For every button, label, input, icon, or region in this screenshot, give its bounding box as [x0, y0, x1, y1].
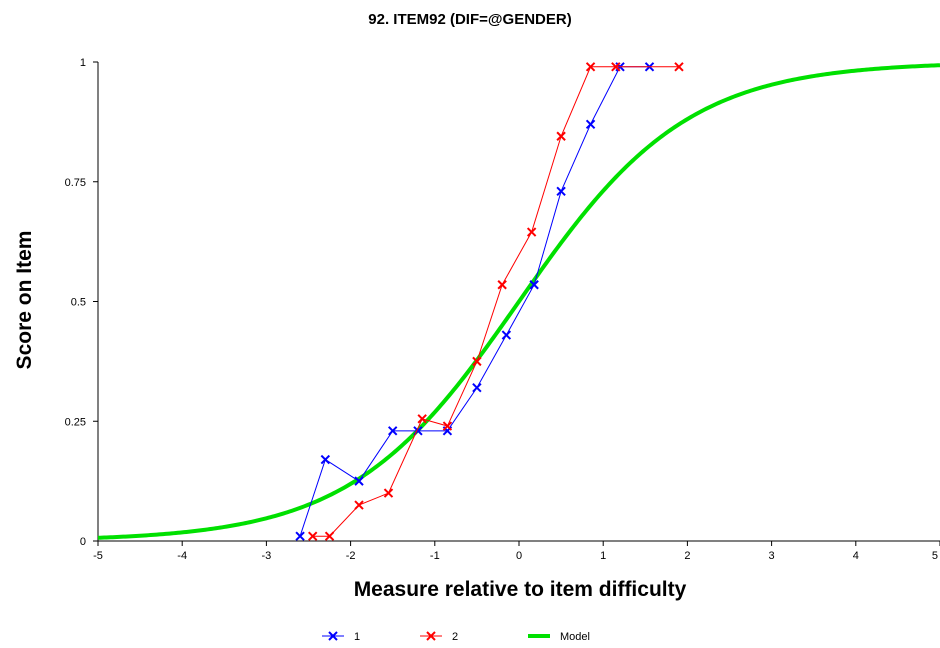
x-tick-label: -4 — [177, 550, 187, 562]
x-tick-label: 3 — [769, 550, 775, 562]
y-tick-label: 0.5 — [71, 297, 86, 309]
legend-label: 1 — [354, 631, 360, 643]
series-2-point — [417, 414, 427, 424]
model-curve — [97, 63, 940, 540]
x-tick-label: 4 — [853, 550, 859, 562]
x-tick-label: -2 — [346, 550, 356, 562]
series-1-point — [529, 280, 539, 290]
series-2-point — [611, 62, 621, 72]
legend-entry-Model: Model — [528, 631, 590, 643]
series-2-point — [383, 488, 394, 498]
x-tick-label: 0 — [516, 550, 522, 562]
legend-entry-2: 2 — [420, 631, 458, 643]
x-ticks: -5 -4 -3 -2 -1 0 1 2 3 4 5 — [93, 541, 940, 562]
y-tick-label: 0 — [80, 536, 86, 548]
series-1-point — [585, 119, 596, 129]
y-axis-label: Score on Item — [13, 231, 36, 370]
x-tick-label: 5 — [932, 550, 938, 562]
x-tick-label: -3 — [262, 550, 272, 562]
legend-label: Model — [560, 631, 590, 643]
series-1-point — [556, 186, 566, 197]
series-2-point — [556, 131, 566, 141]
legend: 1 2 Model — [322, 631, 590, 643]
series-1-line — [299, 66, 650, 537]
y-tick-label: 1 — [80, 57, 86, 69]
legend-entry-1: 1 — [322, 631, 360, 643]
x-tick-label: 1 — [600, 550, 606, 562]
y-tick-label: 0.75 — [65, 177, 86, 189]
series-1-point — [387, 426, 398, 436]
series-1-point — [501, 330, 512, 340]
legend-label: 2 — [452, 631, 458, 643]
series-2-point — [324, 531, 335, 541]
series-2-point — [526, 227, 537, 237]
x-tick-label: 2 — [684, 550, 690, 562]
plot-area — [97, 62, 940, 541]
x-axis-label: Measure relative to item difficulty — [354, 578, 687, 601]
series-2-line — [312, 66, 679, 537]
x-tick-label: -5 — [93, 550, 103, 562]
series-2-point — [442, 421, 453, 431]
series-2-point — [354, 500, 364, 510]
series-2-point — [674, 62, 684, 72]
series-1-point — [295, 531, 305, 541]
chart-title: 92. ITEM92 (DIF=@GENDER) — [368, 11, 571, 28]
series-2-point — [472, 356, 482, 367]
x-tick-label: -1 — [430, 550, 440, 562]
series-2-point — [308, 531, 318, 541]
series-1-point — [320, 454, 331, 465]
series-2-point — [585, 62, 596, 72]
series-1-point — [472, 383, 482, 393]
series-2-point — [497, 280, 507, 290]
series-1-point — [354, 476, 364, 486]
y-ticks: 0 0.25 0.5 0.75 1 — [65, 57, 98, 548]
y-tick-label: 0.25 — [65, 416, 86, 428]
